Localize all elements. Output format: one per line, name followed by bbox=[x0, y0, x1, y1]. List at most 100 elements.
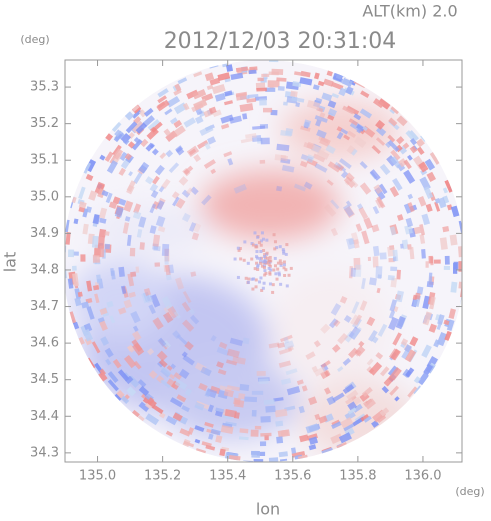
speckle bbox=[425, 203, 433, 213]
speckle bbox=[72, 321, 80, 330]
speckle bbox=[78, 186, 86, 200]
speckle bbox=[448, 308, 456, 320]
speckle bbox=[255, 255, 259, 259]
speckle bbox=[181, 301, 191, 313]
speckle bbox=[278, 347, 293, 355]
speckle bbox=[163, 128, 172, 137]
speckle bbox=[405, 217, 414, 228]
speckle bbox=[259, 276, 263, 280]
speckle bbox=[235, 93, 247, 101]
speckle bbox=[296, 379, 304, 386]
speckle bbox=[260, 264, 264, 268]
speckle bbox=[268, 255, 272, 259]
speckle bbox=[156, 200, 165, 210]
speckle bbox=[353, 136, 367, 149]
y-tick-label: 34.5 bbox=[30, 372, 59, 387]
speckle bbox=[108, 201, 118, 209]
speckle bbox=[285, 284, 289, 288]
speckle bbox=[320, 323, 331, 334]
speckle bbox=[246, 261, 250, 265]
speckle bbox=[277, 271, 281, 275]
speckle bbox=[271, 290, 275, 294]
speckle bbox=[259, 249, 263, 253]
speckle bbox=[269, 84, 274, 89]
speckle bbox=[356, 127, 363, 134]
speckle bbox=[353, 113, 362, 121]
speckle bbox=[91, 341, 101, 354]
speckle bbox=[284, 252, 288, 256]
speckle bbox=[107, 371, 119, 384]
speckle bbox=[252, 125, 266, 130]
x-unit: (deg) bbox=[455, 485, 484, 498]
speckle bbox=[286, 386, 301, 396]
speckle bbox=[339, 295, 348, 304]
speckle bbox=[429, 296, 436, 310]
speckle bbox=[249, 66, 258, 71]
speckle bbox=[403, 159, 412, 170]
speckle bbox=[112, 358, 122, 369]
y-tick-label: 35.1 bbox=[30, 153, 59, 168]
speckle bbox=[372, 98, 385, 109]
speckle bbox=[291, 96, 305, 103]
speckle bbox=[224, 409, 237, 418]
speckle bbox=[243, 240, 247, 244]
speckle bbox=[126, 344, 134, 352]
speckle bbox=[119, 151, 128, 162]
speckle bbox=[425, 261, 429, 268]
speckle bbox=[99, 307, 108, 315]
speckle bbox=[258, 378, 269, 385]
speckle bbox=[238, 436, 249, 441]
speckle bbox=[112, 144, 122, 157]
speckle bbox=[199, 125, 214, 136]
speckle bbox=[303, 181, 313, 190]
speckle bbox=[351, 301, 360, 314]
speckle bbox=[276, 185, 283, 192]
speckle bbox=[423, 363, 434, 376]
speckle bbox=[450, 281, 458, 293]
speckle bbox=[72, 251, 79, 256]
speckle bbox=[96, 274, 102, 284]
speckle bbox=[299, 160, 308, 168]
speckle bbox=[183, 165, 194, 175]
speckle bbox=[250, 429, 259, 437]
speckle bbox=[165, 149, 174, 158]
speckle bbox=[157, 95, 167, 104]
speckle bbox=[396, 136, 405, 145]
speckle bbox=[236, 246, 240, 250]
speckle bbox=[390, 105, 400, 115]
speckle bbox=[98, 207, 108, 219]
speckle bbox=[151, 148, 159, 156]
speckle bbox=[380, 366, 390, 377]
speckle bbox=[279, 282, 283, 286]
speckle bbox=[396, 115, 408, 127]
speckle bbox=[138, 161, 150, 174]
speckle bbox=[65, 245, 67, 253]
speckle bbox=[215, 435, 223, 444]
speckle bbox=[272, 268, 276, 272]
speckle bbox=[242, 258, 246, 262]
speckle bbox=[359, 182, 372, 195]
speckle bbox=[164, 248, 170, 262]
speckle bbox=[176, 334, 188, 346]
speckle bbox=[175, 145, 184, 153]
speckle bbox=[256, 235, 260, 239]
speckle bbox=[375, 266, 383, 279]
speckle bbox=[136, 229, 143, 238]
speckle bbox=[305, 154, 315, 164]
speckle bbox=[387, 274, 395, 281]
speckle bbox=[268, 259, 272, 263]
y-tick-label: 34.6 bbox=[30, 336, 59, 351]
field-patch bbox=[200, 170, 340, 240]
speckle bbox=[366, 358, 374, 366]
speckle bbox=[128, 171, 134, 177]
speckle bbox=[163, 264, 169, 273]
speckle bbox=[316, 129, 327, 139]
speckle bbox=[426, 171, 436, 182]
speckle bbox=[163, 311, 174, 324]
speckle bbox=[186, 145, 200, 158]
speckle bbox=[344, 410, 356, 421]
speckle bbox=[376, 126, 387, 137]
speckle bbox=[273, 397, 284, 402]
speckle bbox=[114, 129, 122, 138]
speckle bbox=[283, 273, 287, 277]
